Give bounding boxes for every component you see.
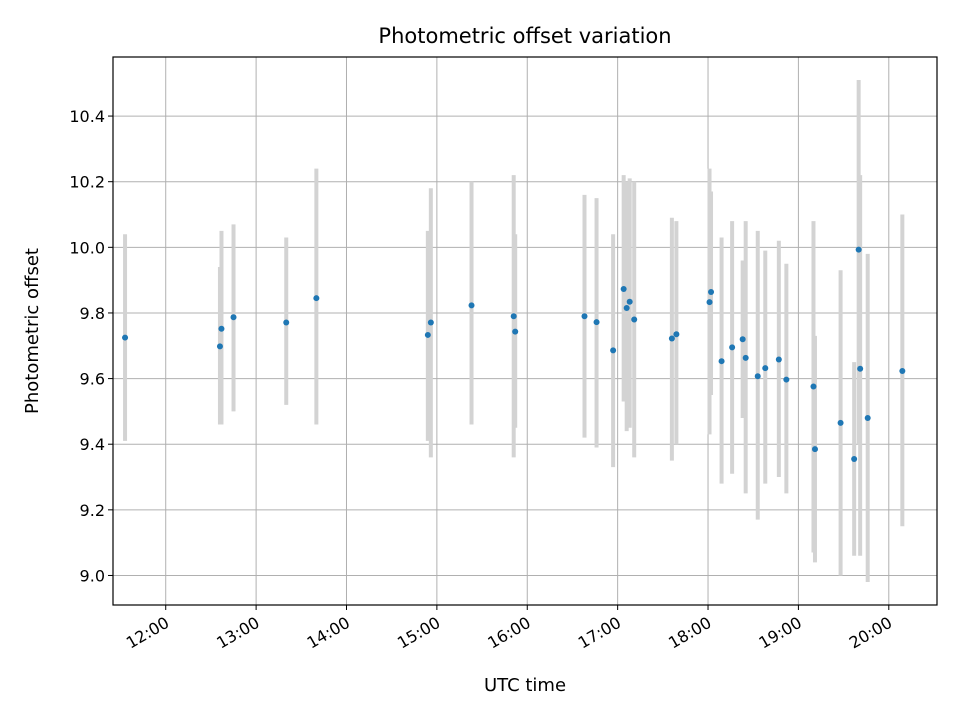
data-point bbox=[673, 331, 680, 338]
grid bbox=[113, 57, 937, 605]
data-point bbox=[729, 344, 736, 351]
data-point bbox=[510, 313, 517, 320]
data-point bbox=[899, 368, 906, 375]
data-point bbox=[775, 356, 782, 363]
data-point bbox=[857, 365, 864, 372]
data-point bbox=[810, 383, 817, 390]
y-tick-label: 9.2 bbox=[80, 501, 105, 520]
data-point bbox=[626, 298, 633, 305]
data-point bbox=[851, 455, 858, 462]
data-point bbox=[811, 446, 818, 453]
axes-frame bbox=[112, 56, 938, 606]
data-point bbox=[739, 336, 746, 343]
data-point bbox=[864, 414, 871, 421]
data-point bbox=[218, 325, 225, 332]
data-point bbox=[623, 305, 630, 312]
y-tick-label: 10.2 bbox=[69, 173, 105, 192]
data-point bbox=[424, 331, 431, 338]
data-point bbox=[283, 319, 290, 326]
data-point bbox=[855, 246, 862, 253]
data-point bbox=[742, 354, 749, 361]
y-tick-label: 9.6 bbox=[80, 370, 105, 389]
y-axis-ticks: 9.0 9.2 9.4 9.6 9.8 10.0 10.2 10.4 bbox=[69, 107, 113, 585]
data-point bbox=[427, 319, 434, 326]
y-tick-label: 10.0 bbox=[69, 238, 105, 257]
x-axis-label: UTC time bbox=[484, 675, 566, 696]
data-point bbox=[313, 295, 320, 302]
data-point bbox=[620, 285, 627, 292]
y-axis-label: Photometric offset bbox=[22, 248, 43, 414]
y-tick-label: 9.4 bbox=[80, 435, 105, 454]
y-tick-label: 9.0 bbox=[80, 566, 105, 585]
data-point bbox=[706, 299, 713, 306]
data-point bbox=[610, 347, 617, 354]
data-point bbox=[837, 419, 844, 426]
data-point bbox=[754, 373, 761, 380]
data-point bbox=[468, 302, 475, 309]
data-point bbox=[708, 288, 715, 295]
data-point bbox=[512, 328, 519, 335]
data-points bbox=[122, 246, 906, 462]
data-point bbox=[230, 314, 237, 321]
data-point bbox=[762, 365, 769, 372]
data-point bbox=[216, 343, 223, 350]
data-point bbox=[122, 334, 129, 341]
data-point bbox=[631, 316, 638, 323]
data-point bbox=[668, 335, 675, 342]
data-point bbox=[783, 376, 790, 383]
y-tick-label: 10.4 bbox=[69, 107, 105, 126]
y-tick-label: 9.8 bbox=[80, 304, 105, 323]
chart-title: Photometric offset variation bbox=[378, 24, 671, 48]
data-point bbox=[593, 319, 600, 326]
data-point bbox=[581, 313, 588, 320]
data-point bbox=[718, 358, 725, 365]
